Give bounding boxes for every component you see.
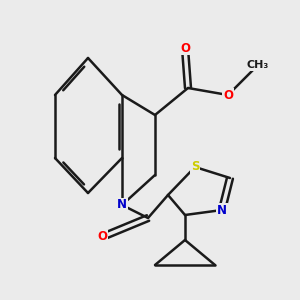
Text: S: S [191,160,199,173]
Text: CH₃: CH₃ [247,60,269,70]
Text: O: O [97,230,107,244]
Text: N: N [217,203,227,217]
Text: O: O [180,41,190,55]
Text: O: O [223,88,233,101]
Text: N: N [117,199,127,212]
